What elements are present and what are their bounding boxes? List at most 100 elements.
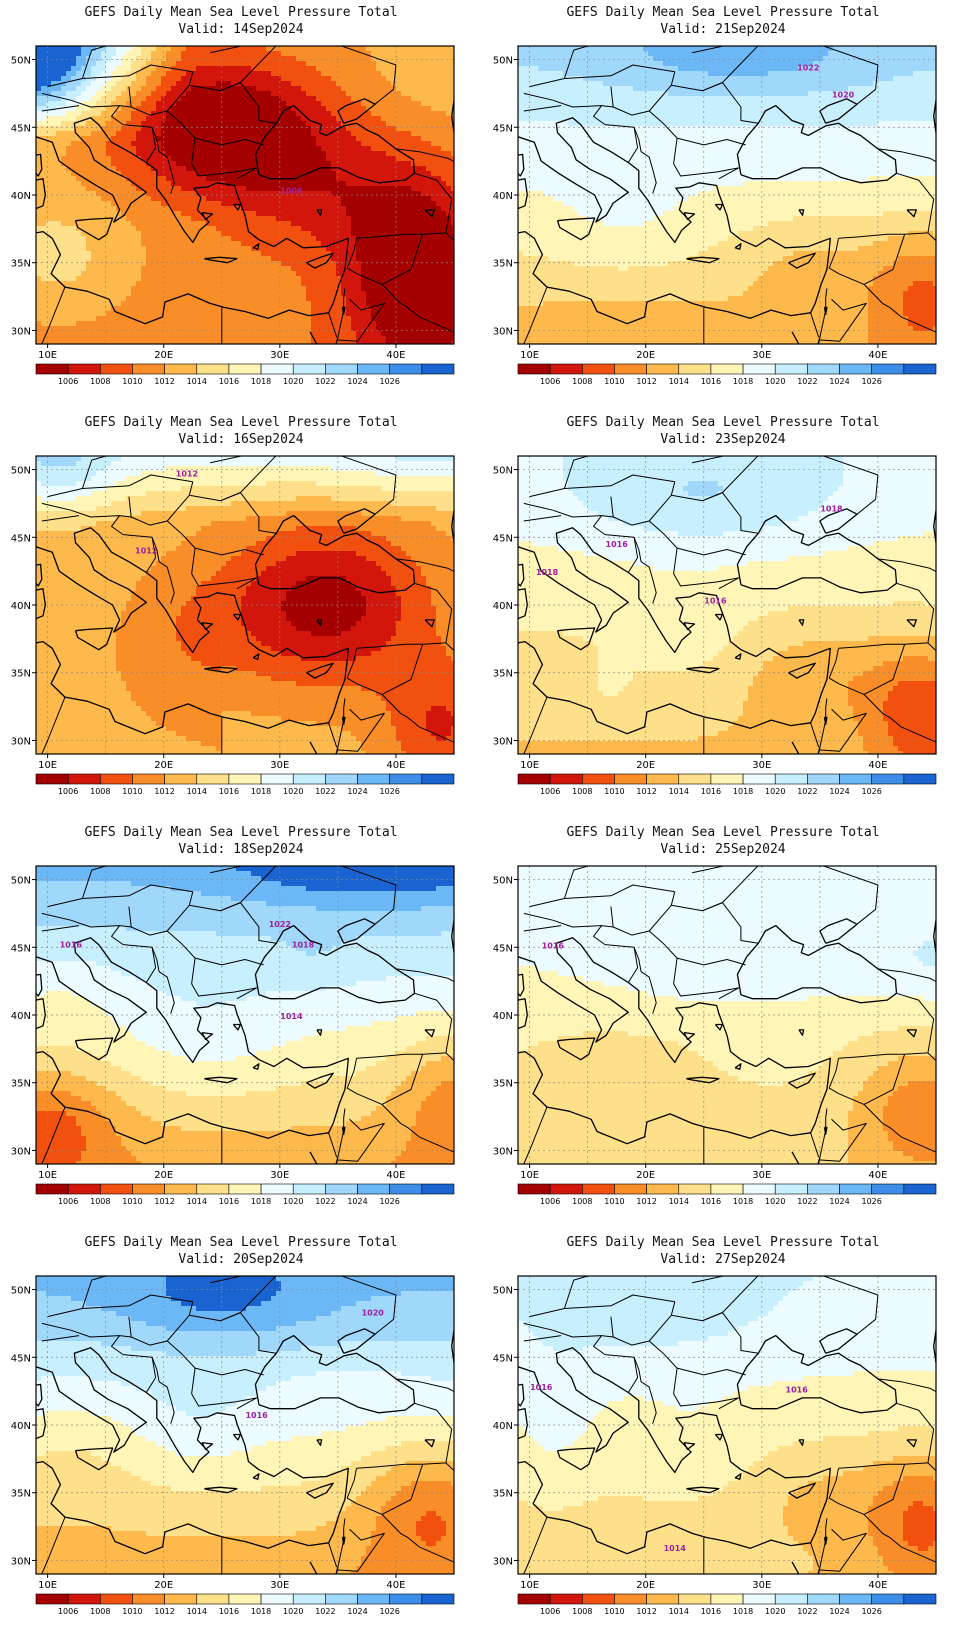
colorbar: 1006 1008 1010 1012 1014 1016 1018 1020 1022 1024… bbox=[517, 1183, 937, 1206]
latitude-label: 35N bbox=[493, 259, 513, 270]
colorbar-swatch bbox=[774, 363, 808, 375]
isobar-label: 1012 bbox=[176, 469, 198, 478]
longitude-label: 10E bbox=[520, 1580, 539, 1591]
latitude-label: 40N bbox=[493, 191, 513, 202]
latitude-label: 30N bbox=[493, 326, 513, 337]
isobar-label: 1018 bbox=[820, 505, 843, 514]
colorbar-label: 1024 bbox=[347, 787, 367, 796]
latitude-label: 40N bbox=[11, 1011, 31, 1022]
colorbar-swatch bbox=[903, 363, 937, 375]
colorbar-label: 1014 bbox=[669, 1197, 689, 1206]
latitude-label: 35N bbox=[11, 259, 31, 270]
colorbar-swatch bbox=[325, 1183, 358, 1195]
longitude-label: 40E bbox=[868, 760, 887, 771]
colorbar-label: 1016 bbox=[701, 1607, 721, 1616]
colorbar-swatch bbox=[807, 1183, 840, 1195]
map-panel: GEFS Daily Mean Sea Level Pressure Total… bbox=[0, 1230, 482, 1640]
colorbar-swatch bbox=[774, 1183, 808, 1195]
colorbar-swatch bbox=[517, 773, 551, 785]
latitude-label: 50N bbox=[11, 466, 31, 477]
colorbar-label: 1014 bbox=[187, 787, 207, 796]
latitude-label: 35N bbox=[11, 669, 31, 680]
longitude-label: 30E bbox=[270, 760, 289, 771]
latitude-label: 40N bbox=[11, 191, 31, 202]
latitude-label: 30N bbox=[11, 736, 31, 747]
latitude-label: 45N bbox=[11, 943, 31, 954]
colorbar-label: 1014 bbox=[669, 1607, 689, 1616]
colorbar-swatch bbox=[807, 363, 840, 375]
isobar-label: 1016 bbox=[704, 597, 727, 606]
isobar-label: 1018 bbox=[292, 940, 315, 949]
colorbar-swatch bbox=[35, 773, 69, 785]
colorbar-label: 1026 bbox=[862, 1607, 882, 1616]
colorbar-label: 1020 bbox=[765, 377, 785, 386]
colorbar: 1006 1008 1010 1012 1014 1016 1018 1020 1022 1024… bbox=[517, 363, 937, 386]
colorbar-label: 1026 bbox=[862, 1197, 882, 1206]
panel-title: GEFS Daily Mean Sea Level Pressure Total bbox=[0, 824, 482, 841]
colorbar-label: 1010 bbox=[604, 377, 624, 386]
colorbar-label: 1018 bbox=[251, 1607, 271, 1616]
colorbar-swatch bbox=[357, 1183, 390, 1195]
colorbar-label: 1018 bbox=[251, 377, 271, 386]
latitude-label: 50N bbox=[11, 1286, 31, 1297]
panel-title: GEFS Daily Mean Sea Level Pressure Total bbox=[0, 4, 482, 21]
colorbar-swatch bbox=[549, 1593, 583, 1605]
colorbar-swatch bbox=[132, 1183, 165, 1195]
longitude-label: 40E bbox=[386, 350, 405, 361]
longitude-label: 20E bbox=[154, 760, 173, 771]
colorbar-swatch bbox=[517, 1593, 551, 1605]
colorbar-label: 1012 bbox=[636, 1607, 656, 1616]
longitude-label: 20E bbox=[636, 760, 655, 771]
colorbar-label: 1026 bbox=[862, 787, 882, 796]
latitude-label: 40N bbox=[493, 1421, 513, 1432]
coastlines bbox=[518, 456, 936, 754]
colorbar-swatch bbox=[67, 773, 101, 785]
longitude-label: 30E bbox=[752, 1580, 771, 1591]
colorbar-label: 1018 bbox=[251, 787, 271, 796]
longitude-label: 20E bbox=[154, 1170, 173, 1181]
colorbar-swatch bbox=[646, 363, 680, 375]
colorbar-label: 1026 bbox=[380, 1607, 400, 1616]
colorbar-swatch bbox=[646, 773, 680, 785]
colorbar-label: 1020 bbox=[765, 1197, 785, 1206]
latitude-label: 35N bbox=[493, 1079, 513, 1090]
latitude-label: 40N bbox=[493, 1011, 513, 1022]
colorbar-label: 1020 bbox=[283, 377, 303, 386]
latitude-label: 50N bbox=[493, 56, 513, 67]
colorbar-label: 1026 bbox=[380, 787, 400, 796]
panel-title: GEFS Daily Mean Sea Level Pressure Total bbox=[0, 414, 482, 431]
colorbar-swatch bbox=[292, 1593, 326, 1605]
longitude-label: 40E bbox=[868, 1580, 887, 1591]
longitude-label: 20E bbox=[636, 1580, 655, 1591]
latitude-label: 30N bbox=[11, 1556, 31, 1567]
colorbar-label: 1024 bbox=[347, 1607, 367, 1616]
latitude-label: 45N bbox=[493, 533, 513, 544]
colorbar-swatch bbox=[100, 363, 133, 375]
colorbar-label: 1024 bbox=[347, 377, 367, 386]
latitude-label: 40N bbox=[11, 1421, 31, 1432]
colorbar-swatch bbox=[35, 1183, 69, 1195]
latitude-label: 50N bbox=[493, 466, 513, 477]
map-panel: GEFS Daily Mean Sea Level Pressure Total… bbox=[482, 0, 964, 410]
coastlines bbox=[36, 456, 454, 754]
colorbar-swatch bbox=[132, 1593, 165, 1605]
colorbar-swatch bbox=[260, 363, 294, 375]
longitude-label: 30E bbox=[270, 1580, 289, 1591]
colorbar-swatch bbox=[614, 773, 647, 785]
colorbar-swatch bbox=[228, 1183, 262, 1195]
colorbar-label: 1008 bbox=[90, 377, 110, 386]
latitude-label: 35N bbox=[11, 1489, 31, 1500]
colorbar-swatch bbox=[742, 363, 776, 375]
map-panel: GEFS Daily Mean Sea Level Pressure Total… bbox=[482, 410, 964, 820]
colorbar-swatch bbox=[517, 363, 551, 375]
isobar-label: 1020 bbox=[832, 90, 855, 99]
colorbar: 1006 1008 1010 1012 1014 1016 1018 1020 1022 1024… bbox=[517, 773, 937, 796]
colorbar-swatch bbox=[196, 1593, 230, 1605]
colorbar-swatch bbox=[357, 1593, 390, 1605]
latitude-label: 50N bbox=[11, 876, 31, 887]
colorbar-swatch bbox=[421, 1183, 455, 1195]
longitude-label: 20E bbox=[154, 350, 173, 361]
colorbar-label: 1024 bbox=[347, 1197, 367, 1206]
isobar-label: 1014 bbox=[280, 1012, 303, 1021]
